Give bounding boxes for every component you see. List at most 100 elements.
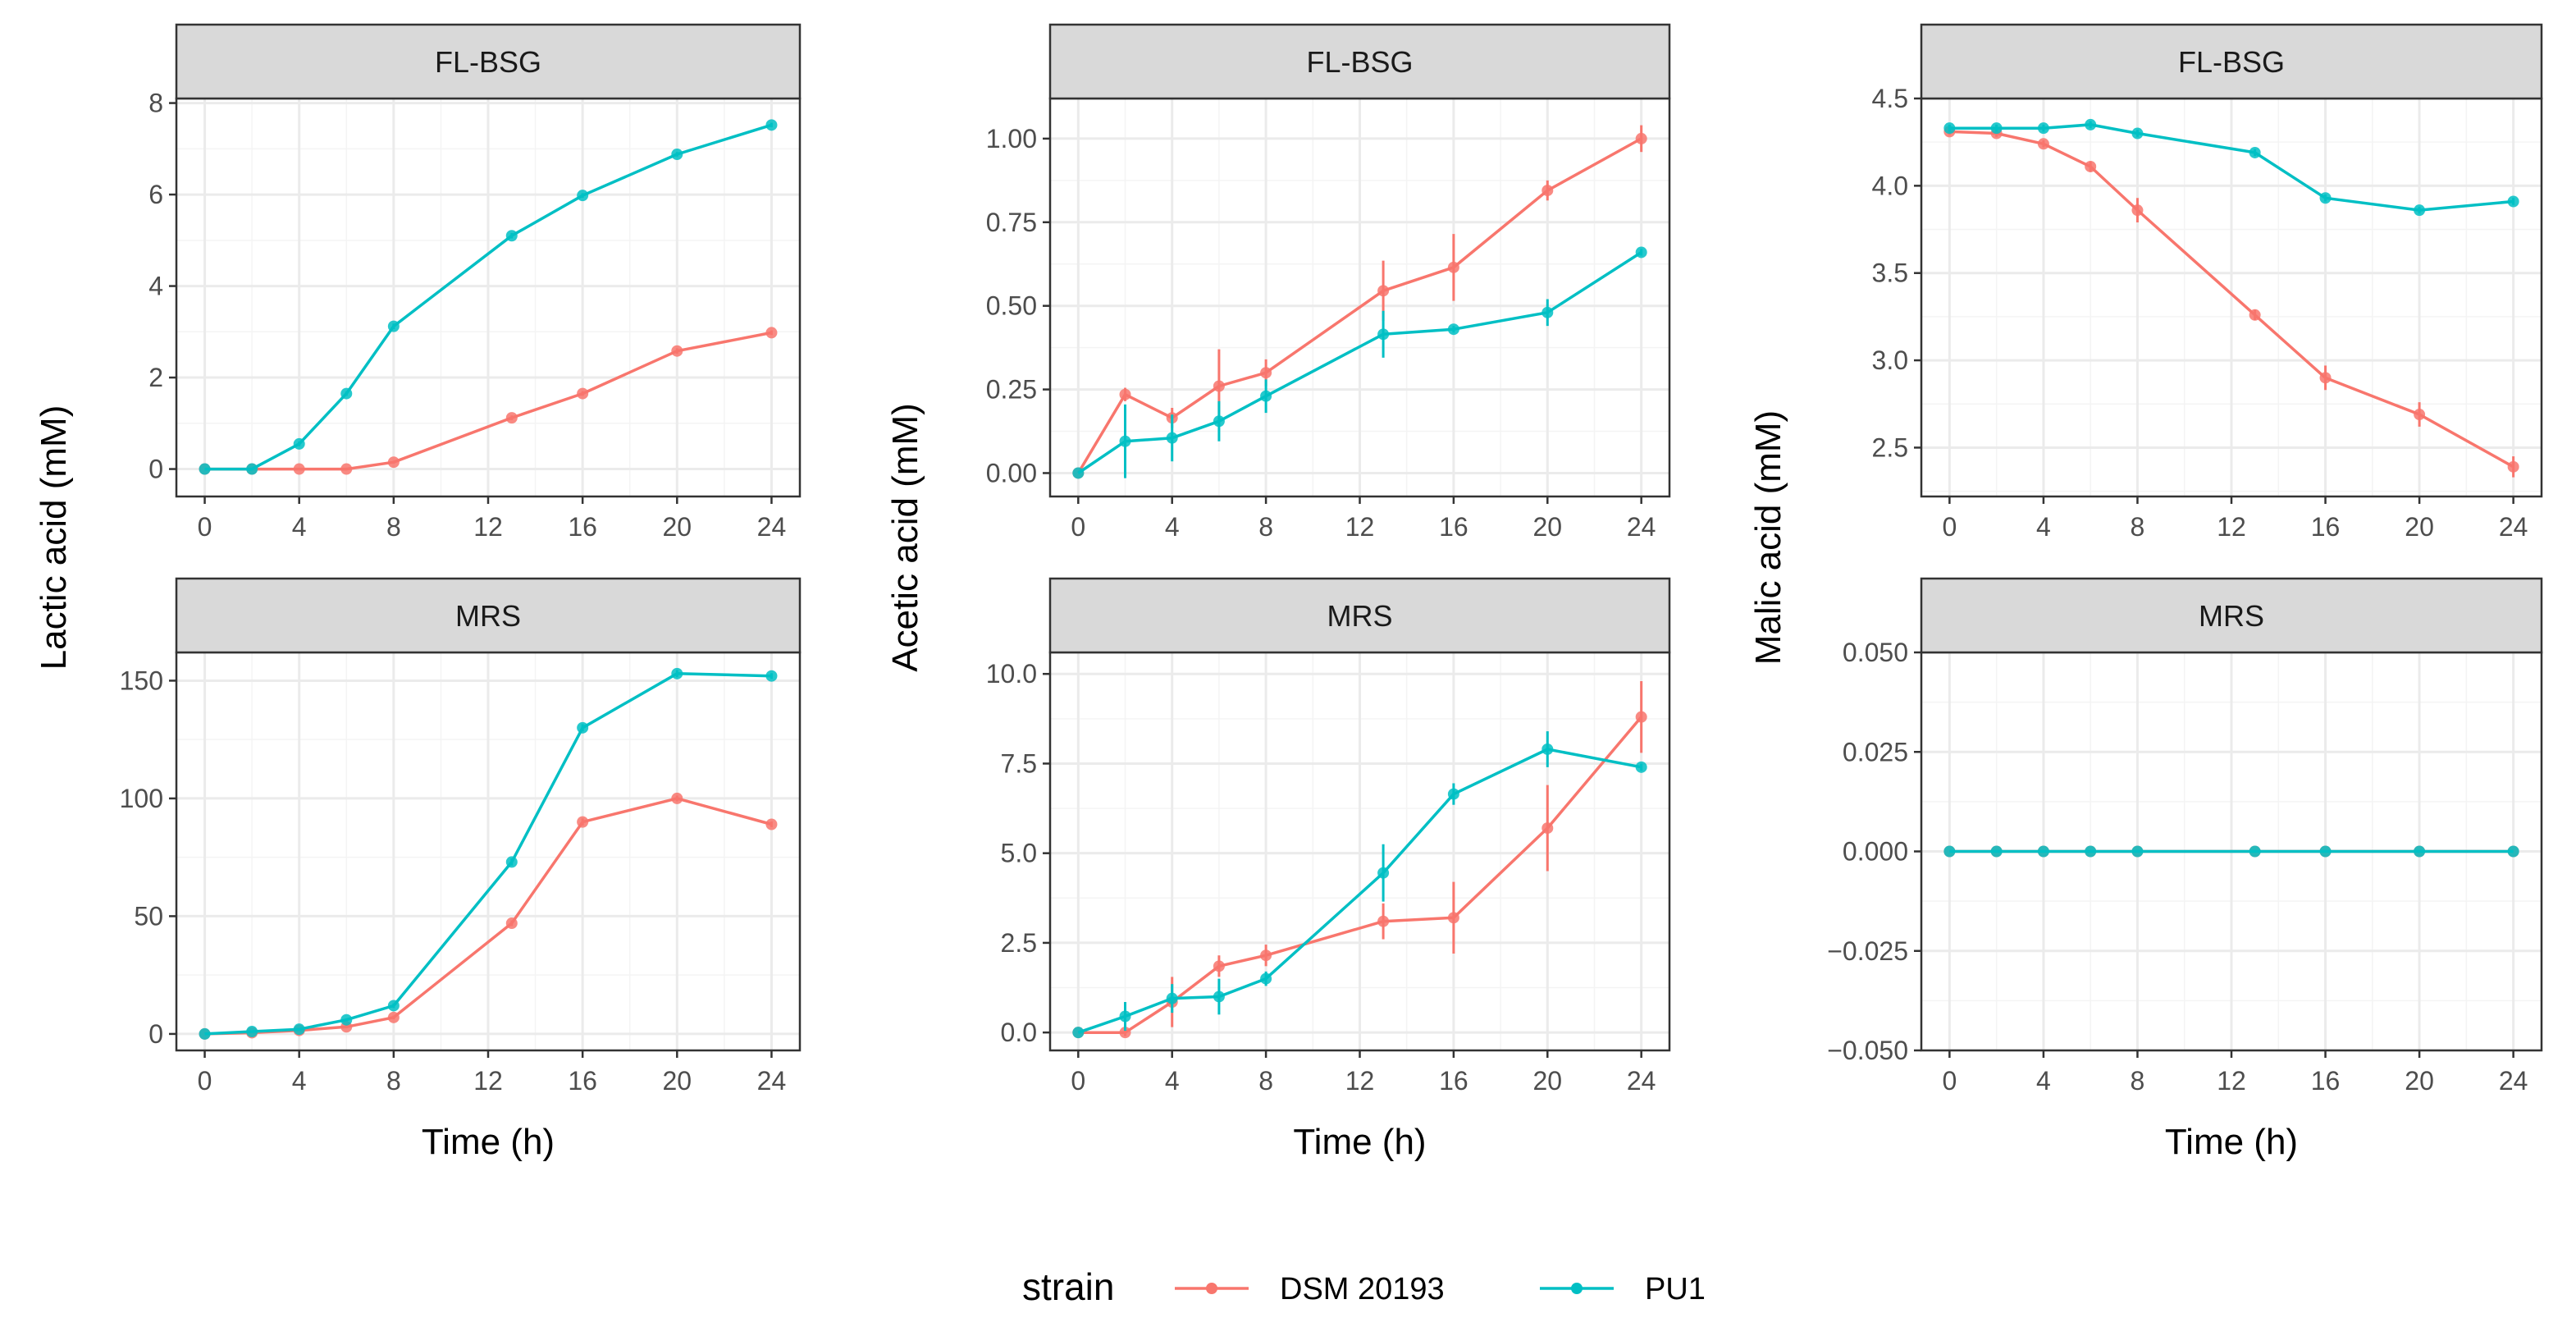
y-tick-label: 2.5: [1872, 432, 1908, 462]
data-point: [387, 1011, 400, 1023]
y-tick-label: 50: [134, 901, 163, 931]
facet-strip: [1920, 23, 2543, 100]
x-tick-label: 16: [568, 1066, 597, 1096]
facet-strip: [1048, 23, 1671, 100]
data-point: [1377, 915, 1390, 927]
data-point: [387, 320, 400, 332]
data-point: [1990, 845, 2003, 858]
panel-acetic-mrs: MRS 0.0 2.5 5.0 7.5 10.0 0 4 8 12 16 20 24: [986, 577, 1671, 1096]
y-tick-label: 0: [148, 1019, 163, 1049]
data-point: [1166, 992, 1178, 1004]
data-point: [2319, 192, 2332, 204]
data-point: [765, 670, 778, 682]
x-tick-label: 12: [1345, 1066, 1375, 1096]
y-tick-label: 0.25: [986, 375, 1037, 405]
data-point: [1447, 261, 1459, 273]
x-tick-label: 0: [1942, 512, 1957, 542]
data-point: [1072, 1027, 1085, 1039]
x-tick-label: 8: [2131, 512, 2145, 542]
data-point: [199, 463, 211, 475]
data-point: [2131, 127, 2144, 140]
x-tick-label: 24: [757, 1066, 787, 1096]
data-point: [293, 1023, 305, 1036]
data-point: [505, 230, 518, 242]
data-point: [1260, 390, 1272, 402]
data-point: [671, 667, 683, 679]
y-tick-label: 2: [148, 363, 163, 392]
data-point: [505, 917, 518, 930]
x-tick-label: 20: [663, 1066, 692, 1096]
facet-strip-label: FL-BSG: [435, 45, 541, 79]
y-tick-label: 1.00: [986, 124, 1037, 153]
legend: strain DSM 20193 PU1: [1022, 1265, 1706, 1308]
data-point: [2414, 204, 2426, 217]
x-tick-label: 24: [1627, 512, 1656, 542]
data-point: [1541, 743, 1554, 755]
data-point: [671, 345, 683, 357]
data-point: [2414, 409, 2426, 421]
x-tick-label: 8: [386, 512, 401, 542]
x-tick-label: 20: [1532, 512, 1562, 542]
data-point: [1260, 949, 1272, 962]
y-tick-label: 0: [148, 455, 163, 484]
series-pu1: [1943, 118, 2519, 217]
facet-strip-label: FL-BSG: [2178, 45, 2285, 79]
legend-entry-pu1: PU1: [1540, 1272, 1706, 1306]
y-axis-titles: Lactic acid (mM) Acetic acid (mM) Malic ac…: [34, 403, 1788, 672]
data-point: [671, 792, 683, 804]
x-tick-label: 16: [568, 512, 597, 542]
data-point: [1260, 972, 1272, 985]
legend-label: PU1: [1645, 1272, 1706, 1306]
data-point: [2037, 138, 2049, 150]
y-tick-label: 6: [148, 180, 163, 209]
x-tick-label: 24: [2499, 1066, 2528, 1096]
x-tick-label: 24: [1627, 1066, 1656, 1096]
data-point: [2414, 845, 2426, 858]
x-tick-label: 16: [1439, 1066, 1468, 1096]
data-point: [505, 856, 518, 868]
data-point: [1377, 328, 1390, 341]
data-point: [2319, 372, 2332, 384]
y-tick-label: 4: [148, 272, 163, 301]
legend-key-point: [1206, 1283, 1217, 1294]
data-point: [1943, 122, 1956, 135]
facet-strip: [175, 23, 802, 100]
legend-key-point: [1571, 1283, 1583, 1294]
legend-label: DSM 20193: [1280, 1272, 1445, 1306]
data-point: [1213, 415, 1225, 428]
data-point: [2507, 195, 2519, 208]
y-tick-label: 0.75: [986, 208, 1037, 237]
data-point: [293, 437, 305, 450]
series-pu1: [199, 667, 778, 1040]
data-point: [2085, 160, 2097, 172]
facet-strip-label: MRS: [455, 599, 521, 633]
data-point: [387, 456, 400, 469]
x-tick-label: 12: [473, 512, 503, 542]
x-tick-label: 8: [1258, 512, 1273, 542]
data-point: [577, 816, 589, 828]
data-point: [2507, 460, 2519, 473]
series-pu1: [1072, 246, 1647, 479]
y-tick-label: −0.050: [1827, 1036, 1908, 1065]
panel-lactic-mrs: MRS 0 50 100 150 0 4 8 12 16 20 24: [120, 577, 802, 1096]
facet-strip-label: FL-BSG: [1306, 45, 1413, 79]
data-point: [1541, 822, 1554, 835]
y-axis-title: Lactic acid (mM): [34, 405, 74, 670]
y-tick-label: 0.50: [986, 291, 1037, 321]
y-tick-label: −0.025: [1827, 936, 1908, 966]
data-point: [199, 1027, 211, 1040]
x-tick-label: 20: [663, 512, 692, 542]
y-tick-label: 0.050: [1843, 638, 1908, 667]
x-tick-label: 8: [1258, 1066, 1273, 1096]
y-tick-label: 7.5: [1001, 748, 1037, 778]
x-tick-label: 16: [1439, 512, 1468, 542]
x-tick-label: 4: [1165, 512, 1180, 542]
y-tick-label: 0.000: [1843, 837, 1908, 867]
y-tick-label: 2.5: [1001, 928, 1037, 958]
data-point: [577, 721, 589, 734]
panel-acetic-fl-bsg: FL-BSG 0.00 0.25 0.50 0.75 1.00 0 4 8 12 16 20 24: [986, 23, 1671, 542]
facet-strip: [175, 577, 802, 654]
data-point: [1447, 323, 1459, 336]
data-point: [1990, 122, 2003, 135]
data-point: [1635, 132, 1647, 144]
